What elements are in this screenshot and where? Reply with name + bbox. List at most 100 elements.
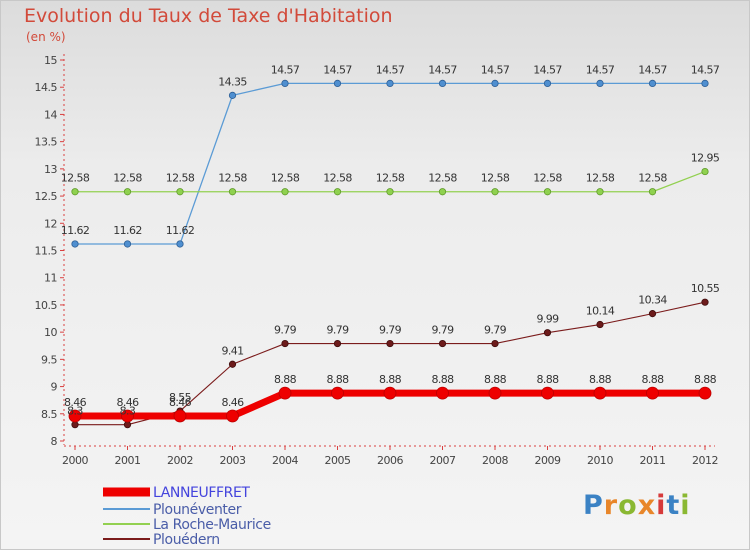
legend-label-lanneuffret: LANNEUFFRET	[153, 485, 250, 501]
x-tick-label: 2006	[377, 454, 403, 467]
data-point-plou-dern	[701, 298, 709, 306]
logo-letter: x	[637, 490, 657, 521]
plot-area: 8.46 8.46 8.46 8.46 8.88 8.88 8.88 8.88 8.88 8.88…	[61, 63, 720, 429]
data-point-plou-dern	[386, 339, 394, 348]
y-tick-label: 12	[44, 217, 57, 230]
data-point-ploun-venter	[648, 79, 657, 88]
data-point-lanneuffret	[541, 386, 554, 400]
data-point-plou-dern	[491, 339, 499, 348]
data-label-ploun-venter: 14.57	[323, 63, 352, 76]
data-label-lanneuffret: 8.46	[169, 396, 192, 409]
data-point-ploun-venter	[543, 79, 552, 88]
data-label-plou-dern: 9.99	[536, 313, 559, 326]
data-label-la-roche-maurice: 12.58	[428, 172, 457, 185]
data-point-plou-dern	[438, 339, 447, 348]
data-point-la-roche-maurice	[701, 167, 709, 176]
data-point-lanneuffret	[173, 409, 187, 423]
data-point-ploun-venter	[71, 240, 79, 248]
data-label-ploun-venter: 14.57	[638, 63, 667, 76]
logo-letter: P	[583, 490, 604, 521]
x-tick-label: 2004	[272, 454, 298, 467]
data-label-plou-dern: 10.34	[638, 294, 667, 307]
data-point-plou-dern	[123, 421, 132, 429]
data-label-la-roche-maurice: 12.58	[166, 172, 195, 185]
y-tick-label: 11.5	[35, 245, 58, 258]
data-point-ploun-venter	[123, 240, 132, 248]
data-point-lanneuffret	[226, 409, 239, 423]
data-point-plou-dern	[596, 320, 604, 329]
x-tick-label: 2012	[692, 454, 718, 467]
x-tick-label: 2001	[115, 454, 141, 467]
data-label-lanneuffret: 8.46	[221, 396, 244, 409]
data-label-ploun-venter: 14.57	[376, 63, 405, 76]
data-label-la-roche-maurice: 12.58	[533, 172, 562, 185]
data-label-plou-dern: 8.55	[169, 391, 192, 404]
logo-letter: o	[618, 490, 638, 521]
data-label-ploun-venter: 14.57	[428, 63, 457, 76]
data-label-lanneuffret: 8.46	[116, 396, 139, 409]
x-tick-label: 2009	[535, 454, 561, 467]
x-tick-label: 2003	[220, 454, 246, 467]
data-label-plou-dern: 10.14	[586, 305, 615, 318]
data-label-plou-dern: 10.55	[691, 282, 720, 295]
data-label-plou-dern: 8.3	[67, 405, 83, 418]
data-label-la-roche-maurice: 12.58	[376, 172, 405, 185]
logo-letter: t	[666, 490, 681, 521]
data-point-ploun-venter	[596, 79, 604, 88]
data-label-ploun-venter: 14.57	[691, 63, 720, 76]
data-label-lanneuffret: 8.88	[694, 373, 717, 386]
data-label-plou-dern: 9.79	[484, 324, 507, 337]
data-point-lanneuffret	[593, 386, 607, 400]
y-tick-label: 8	[51, 435, 58, 448]
data-label-la-roche-maurice: 12.58	[481, 172, 510, 185]
series-line-ploun-venter	[75, 82, 705, 245]
y-tick-label: 15	[44, 54, 57, 67]
proxiti-logo: Proxiti	[583, 490, 691, 521]
data-label-lanneuffret: 8.88	[274, 373, 297, 386]
y-tick-label: 13	[44, 163, 57, 176]
data-label-plou-dern: 9.79	[326, 324, 349, 337]
data-label-ploun-venter: 14.57	[271, 63, 300, 76]
y-tick-label: 9.5	[41, 353, 57, 366]
x-tick-label: 2000	[62, 454, 88, 467]
x-tick-label: 2007	[430, 454, 456, 467]
data-point-la-roche-maurice	[543, 188, 552, 196]
data-point-ploun-venter	[176, 240, 184, 248]
data-label-ploun-venter: 14.57	[481, 63, 510, 76]
y-tick-label: 9	[51, 381, 58, 394]
data-point-ploun-venter	[438, 79, 447, 88]
data-point-la-roche-maurice	[438, 188, 447, 196]
data-point-lanneuffret	[488, 386, 502, 400]
data-point-ploun-venter	[701, 79, 709, 88]
data-label-la-roche-maurice: 12.58	[586, 172, 615, 185]
data-label-ploun-venter: 11.62	[61, 224, 90, 237]
data-label-lanneuffret: 8.88	[536, 373, 559, 386]
data-label-lanneuffret: 8.88	[326, 373, 349, 386]
data-point-lanneuffret	[68, 409, 82, 423]
data-point-lanneuffret	[278, 386, 292, 400]
chart-title: Evolution du Taux de Taxe d'Habitation	[24, 5, 393, 27]
data-label-lanneuffret: 8.88	[379, 373, 402, 386]
data-label-lanneuffret: 8.88	[641, 373, 664, 386]
data-point-ploun-venter	[228, 91, 237, 99]
data-point-lanneuffret	[646, 386, 659, 400]
data-point-plou-dern	[228, 360, 237, 368]
data-label-plou-dern: 9.79	[274, 324, 297, 337]
y-tick-label: 12.5	[35, 190, 58, 203]
data-point-la-roche-maurice	[123, 188, 132, 196]
data-point-ploun-venter	[333, 79, 342, 88]
data-label-plou-dern: 9.79	[379, 324, 402, 337]
logo-letter: i	[680, 490, 691, 521]
data-point-plou-dern	[333, 339, 342, 348]
data-point-la-roche-maurice	[176, 188, 184, 196]
data-label-lanneuffret: 8.88	[589, 373, 612, 386]
data-label-lanneuffret: 8.46	[64, 396, 87, 409]
y-tick-label: 8.5	[41, 408, 57, 421]
data-point-plou-dern	[281, 339, 289, 348]
logo-letter: i	[656, 490, 667, 521]
x-tick-label: 2010	[587, 454, 613, 467]
data-point-la-roche-maurice	[71, 188, 79, 196]
